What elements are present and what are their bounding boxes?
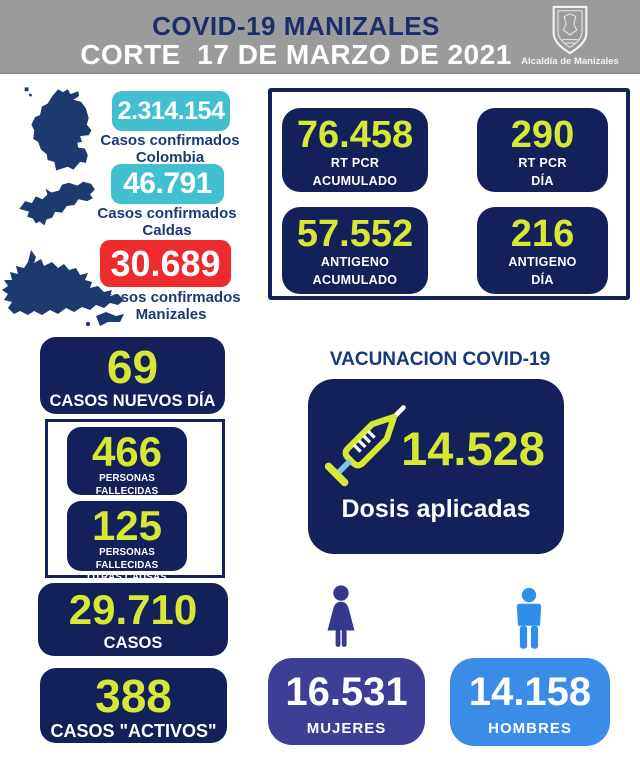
antigen-accumulated-value: 57.552 <box>296 213 414 255</box>
women-card: 16.531 MUJERES <box>268 658 425 745</box>
city-crest-icon <box>549 5 591 55</box>
pcr-day-card: 290 RT PCR DÍA <box>477 108 608 192</box>
antigen-accumulated-card: 57.552 ANTIGENO ACUMULADO <box>282 207 428 294</box>
recovered-card: 29.710 CASOS RECUPERADOS <box>38 583 228 672</box>
recovered-value: 29.710 <box>68 586 198 633</box>
new-cases-card: 69 CASOS NUEVOS DÍA <box>40 337 225 414</box>
active-cases-value: 388 <box>95 670 172 722</box>
doses-value: 14.528 <box>401 422 545 475</box>
doses-label: Dosis aplicadas <box>341 495 531 523</box>
manizales-cases-label: Casos confirmados Manizales <box>101 289 241 323</box>
caldas-cases-value: 46.791 <box>123 167 212 200</box>
manizales-cases-value: 30.689 <box>110 243 221 284</box>
colombia-cases-badge: 2.314.154 <box>112 91 230 131</box>
antigen-day-value: 216 <box>510 213 575 255</box>
colombia-cases-value: 2.314.154 <box>117 97 225 125</box>
deaths-covid-card: 466 PERSONAS FALLECIDAS POR COVID-19 <box>67 427 187 509</box>
pcr-day-value: 290 <box>510 114 575 156</box>
page-title: COVID-19 MANIZALES <box>152 11 440 41</box>
colombia-cases-label: Casos confirmados Colombia <box>100 132 240 166</box>
man-icon <box>506 586 552 654</box>
header-bar: COVID-19 MANIZALES CORTE 17 DE MARZO DE … <box>0 0 640 74</box>
vaccination-heading: VACUNACION COVID-19 <box>329 349 551 370</box>
deaths-other-card: 125 PERSONAS FALLECIDAS OTRAS CAUSAS <box>67 501 187 583</box>
logo-caption: Alcaldía de Manizales <box>521 56 619 67</box>
manizales-cases-badge: 30.689 <box>100 240 231 287</box>
new-cases-value: 69 <box>106 341 159 393</box>
caldas-cases-badge: 46.791 <box>111 164 224 204</box>
pcr-accumulated-card: 76.458 RT PCR ACUMULADO <box>282 108 428 192</box>
woman-icon <box>316 583 366 655</box>
syringe-icon <box>312 385 416 509</box>
caldas-map-icon <box>14 176 107 236</box>
manizales-map-icon <box>0 242 128 332</box>
colombia-map-icon <box>18 82 104 174</box>
antigen-day-card: 216 ANTIGENO DÍA <box>477 207 608 294</box>
deaths-other-value: 125 <box>91 502 163 549</box>
men-card: 14.158 HOMBRES <box>450 658 610 746</box>
caldas-cases-label: Casos confirmados Caldas <box>97 205 237 239</box>
report-date: CORTE 17 DE MARZO DE 2021 <box>80 39 512 70</box>
vaccination-card <box>308 379 564 554</box>
men-value: 14.158 <box>468 670 592 714</box>
pcr-accumulated-value: 76.458 <box>296 114 414 156</box>
deaths-covid-value: 466 <box>91 428 163 475</box>
active-cases-card: 388 CASOS "ACTIVOS" <box>40 668 227 743</box>
women-value: 16.531 <box>285 670 408 714</box>
